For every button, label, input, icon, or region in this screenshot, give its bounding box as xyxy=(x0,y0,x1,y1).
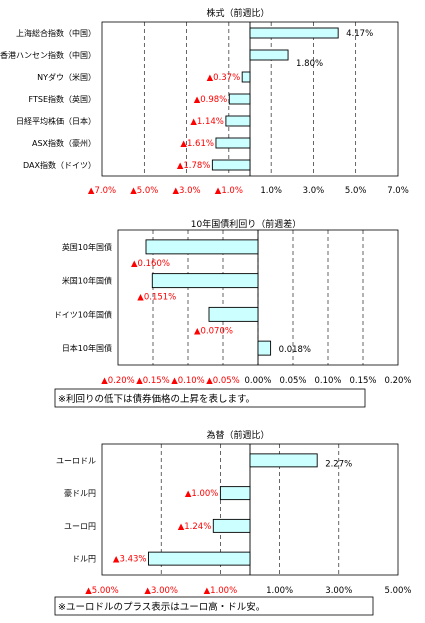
data-label: ▲1.14% xyxy=(190,117,224,127)
data-label: 2.27% xyxy=(325,459,352,469)
category-label: 英国10年国債 xyxy=(62,242,112,252)
note-text: ※利回りの低下は債券価格の上昇を表します。 xyxy=(58,393,255,405)
bar xyxy=(249,49,289,61)
tick-label: 0.20% xyxy=(384,376,411,386)
tick-label: ▲0.10% xyxy=(171,376,205,386)
bar xyxy=(215,137,251,149)
bar xyxy=(225,115,251,127)
bar xyxy=(257,340,272,356)
tick-label: 0.00% xyxy=(244,376,271,386)
bar xyxy=(151,273,259,289)
tick-label: ▲3.00% xyxy=(144,586,178,596)
tick-label: ▲0.20% xyxy=(101,376,135,386)
bar xyxy=(249,453,318,468)
category-label: 豪ドル円 xyxy=(64,488,96,498)
bar xyxy=(145,239,259,255)
tick-label: ▲0.15% xyxy=(136,376,170,386)
category-label: ユーロ円 xyxy=(64,522,96,531)
bar xyxy=(148,551,251,566)
tick-label: 0.05% xyxy=(279,376,306,386)
tick-label: 1.00% xyxy=(266,586,293,596)
chart-title: 株式（前週比） xyxy=(206,7,269,19)
data-label: 4.17% xyxy=(346,29,373,39)
data-label: ▲1.00% xyxy=(185,489,219,499)
note-text: ※ユーロドルのプラス表示はユーロ高・ドル安。 xyxy=(58,601,265,613)
tick-label: ▲1.0% xyxy=(215,186,243,196)
bar xyxy=(211,159,251,171)
data-label: 1.80% xyxy=(296,59,323,69)
category-label: ドイツ10年国債 xyxy=(54,309,112,319)
category-label: ドル円 xyxy=(72,555,96,564)
tick-label: 3.00% xyxy=(325,586,352,596)
category-label: 香港ハンセン指数（中国） xyxy=(0,50,96,60)
data-label: ▲0.98% xyxy=(194,95,228,105)
category-label: 上海総合指数（中国） xyxy=(16,28,96,38)
tick-label: 1.0% xyxy=(260,186,282,196)
category-label: 米国10年国債 xyxy=(62,276,112,286)
chart-title: 為替（前週比） xyxy=(206,429,269,441)
tick-label: ▲1.00% xyxy=(204,586,238,596)
category-label: ASX指数（豪州） xyxy=(32,138,96,148)
tick-label: ▲0.05% xyxy=(206,376,240,386)
tick-label: 3.0% xyxy=(303,186,325,196)
data-label: ▲0.37% xyxy=(207,73,241,83)
tick-label: ▲7.0% xyxy=(88,186,116,196)
chart-3: 為替（前週比） ▲5.00% ▲3.00% ▲1.00% 1.00% 3.00% 5.00%… xyxy=(54,429,412,616)
bar xyxy=(249,27,339,39)
bar xyxy=(212,518,251,533)
category-label: ユーロドル xyxy=(56,456,96,465)
note-box xyxy=(54,388,366,408)
category-label: 日本10年国債 xyxy=(62,343,112,353)
category-label: 日経平均株価（日本） xyxy=(16,116,96,126)
tick-label: 7.0% xyxy=(387,186,409,196)
bar xyxy=(219,486,251,501)
category-label: DAX指数（ドイツ） xyxy=(23,160,96,170)
tick-label: ▲5.00% xyxy=(85,586,119,596)
category-label: FTSE指数（英国） xyxy=(29,94,96,104)
bar xyxy=(241,71,251,83)
data-label: ▲0.070% xyxy=(194,326,233,336)
chart-1: 株式（前週比） ▲7.0% ▲5.0% ▲3.0% ▲1.0% 1.0% 3.0% 5.0% 7… xyxy=(0,7,409,196)
chart-title: 10年国債利回り（前週差） xyxy=(191,218,301,230)
data-label: ▲0.151% xyxy=(137,293,176,303)
data-label: 0.018% xyxy=(279,345,311,355)
tick-label: ▲5.0% xyxy=(130,186,158,196)
category-label: NYダウ（米国） xyxy=(37,72,96,82)
data-label: ▲3.43% xyxy=(113,555,147,565)
tick-label: 0.10% xyxy=(314,376,341,386)
tick-label: 0.15% xyxy=(349,376,376,386)
note-box xyxy=(54,596,374,616)
chart-2: 10年国債利回り（前週差） ▲0.20% ▲0.15% ▲0.10% ▲0.05% 0.0… xyxy=(54,218,412,408)
data-label: ▲0.160% xyxy=(131,259,170,269)
data-label: ▲1.61% xyxy=(180,139,214,149)
tick-label: ▲3.0% xyxy=(173,186,201,196)
tick-label: 5.0% xyxy=(345,186,367,196)
data-label: ▲1.78% xyxy=(177,161,211,171)
bar xyxy=(208,306,259,322)
bar xyxy=(228,93,251,105)
data-label: ▲1.24% xyxy=(178,522,212,532)
tick-label: 5.00% xyxy=(384,586,411,596)
